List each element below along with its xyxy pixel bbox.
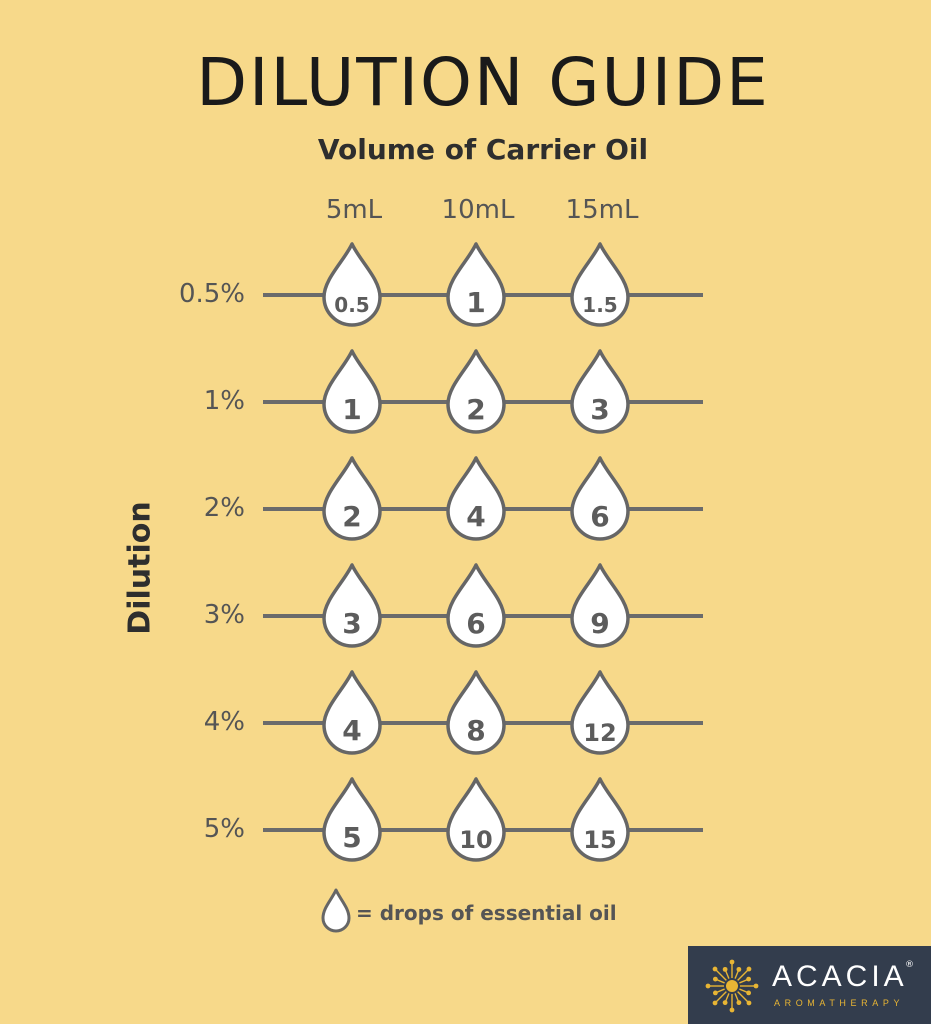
drop-cell: 1 <box>444 241 508 329</box>
acacia-flower-icon <box>704 958 760 1014</box>
drop-count: 6 <box>590 500 610 533</box>
drop-count: 4 <box>466 500 486 533</box>
drop-icon <box>322 563 382 648</box>
row-label: 0.5% <box>178 279 245 309</box>
row-label: 4% <box>203 707 245 737</box>
drop-icon <box>322 777 382 862</box>
drop-icon <box>446 349 506 434</box>
drop-count: 2 <box>466 393 486 426</box>
drop-cell: 2 <box>444 348 508 436</box>
page-title: DILUTION GUIDE <box>196 44 770 121</box>
drop-icon <box>446 777 506 862</box>
drop-count: 0.5 <box>334 293 370 317</box>
drop-cell: 1.5 <box>568 241 632 329</box>
drop-count: 2 <box>342 500 362 533</box>
drop-cell: 0.5 <box>320 241 384 329</box>
drop-icon <box>570 563 630 648</box>
drop-count: 1 <box>466 286 486 319</box>
drop-icon <box>446 670 506 755</box>
drop-cell: 3 <box>568 348 632 436</box>
drop-cell: 1 <box>320 348 384 436</box>
drop-icon <box>322 456 382 541</box>
drop-cell: 8 <box>444 669 508 757</box>
drop-icon <box>570 777 630 862</box>
drop-icon <box>570 670 630 755</box>
row-label: 2% <box>203 493 245 523</box>
drop-icon <box>570 349 630 434</box>
drop-cell: 4 <box>444 455 508 543</box>
drop-count: 3 <box>342 607 362 640</box>
drop-icon <box>446 242 506 327</box>
drop-icon <box>322 349 382 434</box>
drop-icon <box>570 456 630 541</box>
drop-count: 1.5 <box>582 293 618 317</box>
legend-drop-icon <box>320 888 352 934</box>
drop-cell: 6 <box>444 562 508 650</box>
drop-count: 10 <box>459 826 493 854</box>
brand-tagline: AROMATHERAPY <box>774 998 905 1008</box>
drop-cell: 2 <box>320 455 384 543</box>
row-label: 5% <box>203 814 245 844</box>
drop-cell: 12 <box>568 669 632 757</box>
drop-count: 4 <box>342 714 362 747</box>
drop-cell: 9 <box>568 562 632 650</box>
registered-mark: ® <box>905 960 914 970</box>
drop-count: 15 <box>583 826 617 854</box>
row-label: 1% <box>203 386 245 416</box>
column-header-15ml: 15mL <box>565 195 639 225</box>
column-header-5ml: 5mL <box>325 195 383 225</box>
drop-icon <box>322 242 382 327</box>
drop-cell: 15 <box>568 776 632 864</box>
drop-count: 3 <box>590 393 610 426</box>
acacia-logo: ACACIA ® AROMATHERAPY <box>688 946 931 1024</box>
drop-count: 1 <box>342 393 362 426</box>
drop-icon <box>322 670 382 755</box>
drop-count: 5 <box>342 821 362 854</box>
brand-name: ACACIA <box>772 960 908 993</box>
drop-count: 6 <box>466 607 486 640</box>
drop-count: 9 <box>590 607 610 640</box>
row-label: 3% <box>203 600 245 630</box>
drop-cell: 5 <box>320 776 384 864</box>
drop-icon <box>570 242 630 327</box>
page-subtitle: Volume of Carrier Oil <box>317 133 649 166</box>
column-header-10ml: 10mL <box>441 195 515 225</box>
drop-count: 8 <box>466 714 486 747</box>
drop-icon <box>446 563 506 648</box>
drop-count: 12 <box>583 719 617 747</box>
drop-icon <box>446 456 506 541</box>
drop-cell: 10 <box>444 776 508 864</box>
drop-cell: 6 <box>568 455 632 543</box>
legend-text: = drops of essential oil <box>356 901 617 925</box>
drop-cell: 4 <box>320 669 384 757</box>
drop-cell: 3 <box>320 562 384 650</box>
